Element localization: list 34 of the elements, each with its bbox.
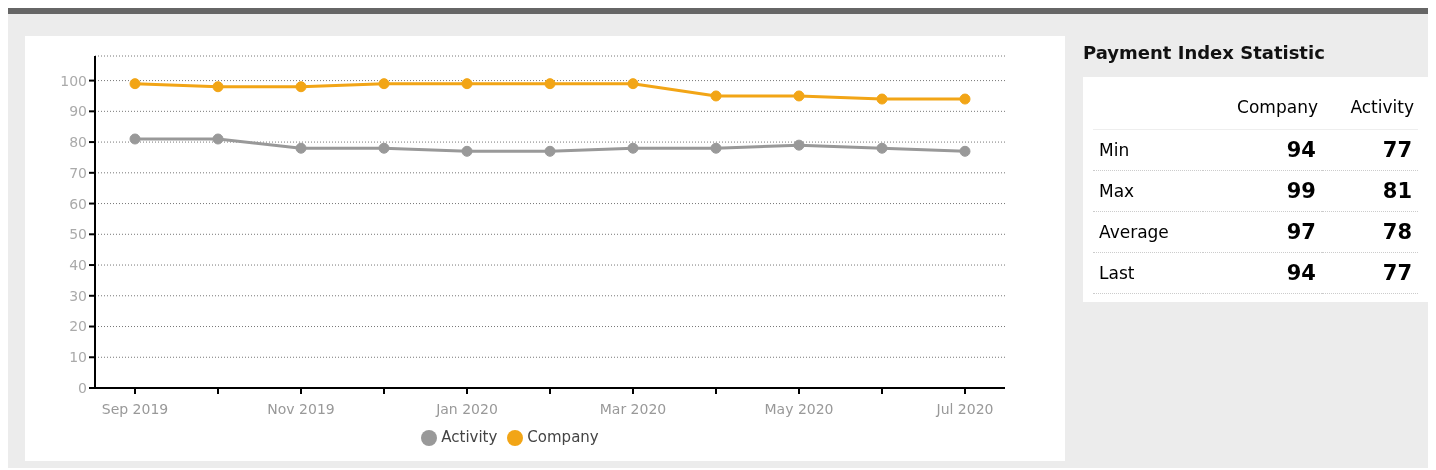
category-label: Average xyxy=(1098,221,1170,244)
data-label: 77 xyxy=(1381,260,1413,287)
data-label: 81 xyxy=(1381,178,1413,205)
data-label: 99 xyxy=(1285,178,1317,205)
y-tick-label: 100 xyxy=(60,72,87,89)
x-tick-label: Jan 2020 xyxy=(435,400,498,417)
x-tick-label: May 2020 xyxy=(764,400,834,417)
category-label: Min xyxy=(1098,139,1131,162)
text: Payment Index Statistic xyxy=(1083,42,1326,63)
y-tick-label: 30 xyxy=(69,287,87,304)
text: Activity xyxy=(1349,96,1415,119)
legend-label: Company xyxy=(527,428,599,446)
data-label: 97 xyxy=(1285,219,1317,246)
x-tick-label: Mar 2020 xyxy=(599,400,667,417)
y-tick-label: 10 xyxy=(69,349,87,366)
y-tick-label: 0 xyxy=(78,379,87,396)
y-tick-label: 60 xyxy=(69,195,87,212)
data-label: 94 xyxy=(1285,260,1317,287)
y-tick-label: 70 xyxy=(69,164,87,181)
y-tick-label: 90 xyxy=(69,103,87,120)
x-tick-label: Nov 2019 xyxy=(267,400,335,417)
data-label: 94 xyxy=(1285,137,1317,164)
data-label: 78 xyxy=(1381,219,1413,246)
category-label: Last xyxy=(1098,262,1136,285)
data-label: 77 xyxy=(1381,137,1413,164)
y-tick-label: 80 xyxy=(69,134,87,151)
series-label: Company xyxy=(1236,96,1319,119)
x-tick-label: Sep 2019 xyxy=(101,400,169,417)
y-tick-label: 50 xyxy=(69,226,87,243)
y-tick-label: 40 xyxy=(69,257,87,274)
x-tick-label: Jul 2020 xyxy=(935,400,994,417)
legend-label: Activity xyxy=(441,428,498,446)
category-label: Max xyxy=(1098,180,1136,203)
y-tick-label: 20 xyxy=(69,318,87,335)
